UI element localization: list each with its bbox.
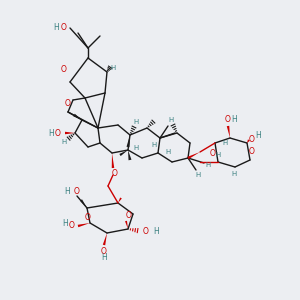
Text: H: H: [110, 65, 116, 71]
Text: O: O: [65, 98, 71, 107]
Polygon shape: [127, 135, 130, 147]
Text: O: O: [55, 128, 61, 137]
Text: H: H: [62, 220, 68, 229]
Text: H: H: [231, 171, 237, 177]
Polygon shape: [103, 233, 107, 245]
Text: H: H: [153, 226, 159, 236]
Polygon shape: [73, 114, 82, 120]
Polygon shape: [128, 150, 131, 160]
Text: H: H: [48, 128, 54, 137]
Text: O: O: [210, 148, 216, 158]
Text: H: H: [134, 145, 139, 151]
Text: H: H: [215, 152, 220, 158]
Text: H: H: [195, 172, 201, 178]
Text: O: O: [249, 136, 255, 145]
Text: H: H: [222, 140, 228, 146]
Polygon shape: [118, 197, 122, 203]
Text: H: H: [152, 142, 157, 148]
Polygon shape: [65, 132, 75, 134]
Polygon shape: [112, 153, 114, 168]
Polygon shape: [80, 199, 87, 208]
Text: O: O: [85, 212, 91, 221]
Text: O: O: [126, 211, 132, 220]
Text: H: H: [53, 22, 59, 32]
Text: H: H: [255, 131, 261, 140]
Text: H: H: [64, 187, 70, 196]
Text: O: O: [225, 116, 231, 124]
Text: O: O: [112, 169, 118, 178]
Text: O: O: [69, 221, 75, 230]
Text: O: O: [61, 65, 67, 74]
Text: H: H: [231, 116, 237, 124]
Polygon shape: [247, 139, 250, 143]
Polygon shape: [125, 221, 128, 229]
Text: O: O: [249, 148, 255, 157]
Text: H: H: [134, 119, 139, 125]
Text: H: H: [206, 162, 211, 168]
Polygon shape: [78, 223, 90, 227]
Text: O: O: [101, 247, 107, 256]
Polygon shape: [227, 126, 230, 138]
Text: O: O: [143, 226, 149, 236]
Text: O: O: [74, 187, 80, 196]
Text: O: O: [61, 22, 67, 32]
Text: H: H: [101, 253, 107, 262]
Polygon shape: [188, 152, 200, 159]
Polygon shape: [119, 150, 128, 156]
Text: H: H: [61, 139, 67, 145]
Text: H: H: [168, 117, 174, 123]
Text: H: H: [165, 149, 171, 155]
